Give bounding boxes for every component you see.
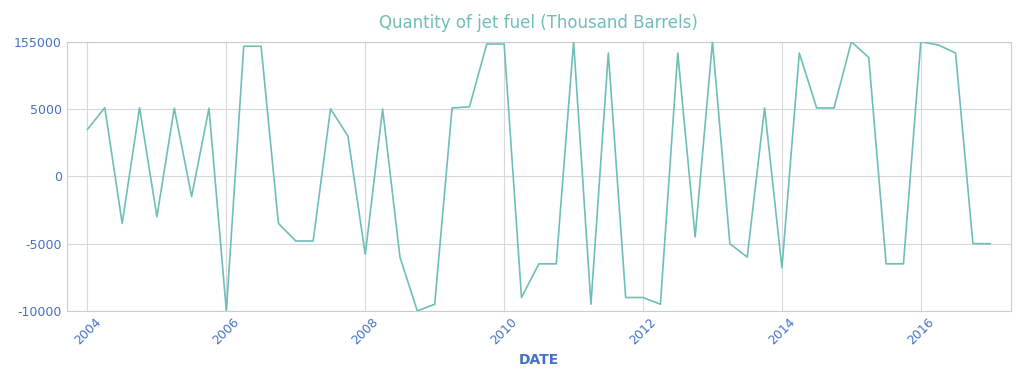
Title: Quantity of jet fuel (Thousand Barrels): Quantity of jet fuel (Thousand Barrels) [379,14,698,32]
X-axis label: DATE: DATE [519,353,559,367]
